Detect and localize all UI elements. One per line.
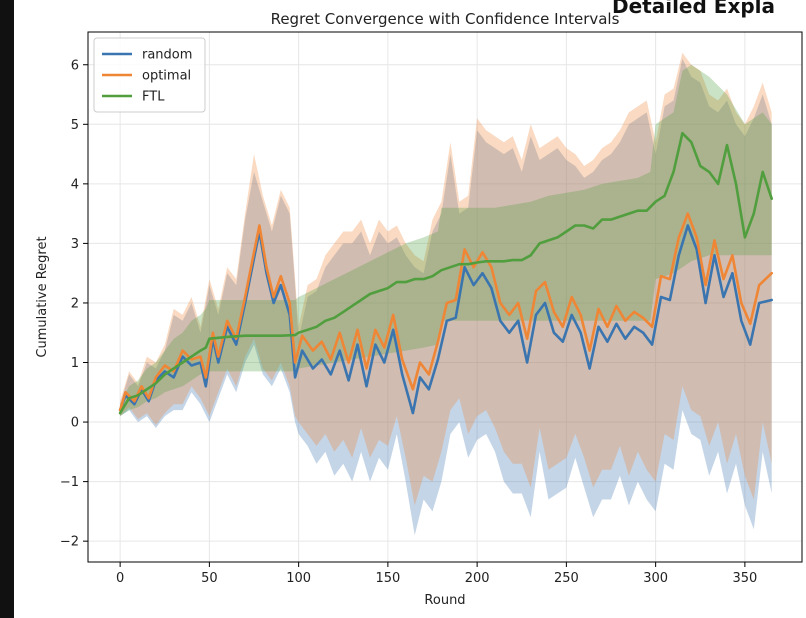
x-tick-label: 250: [554, 571, 579, 586]
x-tick-label: 150: [375, 571, 400, 586]
x-tick-label: 350: [732, 571, 757, 586]
legend-label-FTL: FTL: [142, 90, 165, 105]
x-tick-label: 50: [201, 571, 218, 586]
clipped-header-text: Detailed Expla: [612, 0, 776, 18]
x-tick-label: 100: [286, 571, 311, 586]
y-tick-label: 3: [71, 237, 79, 252]
random-line: [118, 224, 774, 415]
confidence-bands: [120, 52, 772, 536]
y-tick-label: 0: [71, 416, 79, 431]
FTL-confidence-band: [120, 64, 772, 417]
legend-label-random: random: [142, 48, 192, 63]
y-tick-label: 1: [71, 356, 79, 371]
x-axis-label: Round: [424, 593, 465, 608]
left-dark-strip: [0, 0, 14, 618]
y-tick-label: −1: [60, 475, 79, 490]
y-tick-label: 5: [71, 118, 79, 133]
y-tick-label: −2: [60, 535, 79, 550]
plot-frame: [87, 31, 803, 563]
legend-label-optimal: optimal: [142, 69, 191, 84]
FTL-line: [118, 131, 774, 415]
y-tick-label: 6: [71, 58, 79, 73]
grid-layer: [88, 32, 802, 562]
x-tick-label: 300: [643, 571, 668, 586]
axis-ticks: 0 50 100 150 200 250 300 350 −2 −1 0 1 2 3 4 5 6: [60, 58, 757, 586]
optimal-confidence-band: [120, 52, 772, 506]
x-tick-label: 0: [116, 571, 124, 586]
random-confidence-band: [120, 58, 772, 536]
x-tick-label: 200: [465, 571, 490, 586]
optimal-line: [118, 212, 774, 412]
y-tick-label: 2: [71, 296, 79, 311]
y-tick-label: 4: [71, 177, 79, 192]
chart-title: Regret Convergence with Confidence Inter…: [271, 10, 620, 28]
legend-box: [93, 37, 206, 113]
y-axis-label: Cumulative Regret: [35, 236, 50, 357]
series-lines: [118, 131, 774, 415]
legend: random optimal FTL: [93, 37, 206, 113]
